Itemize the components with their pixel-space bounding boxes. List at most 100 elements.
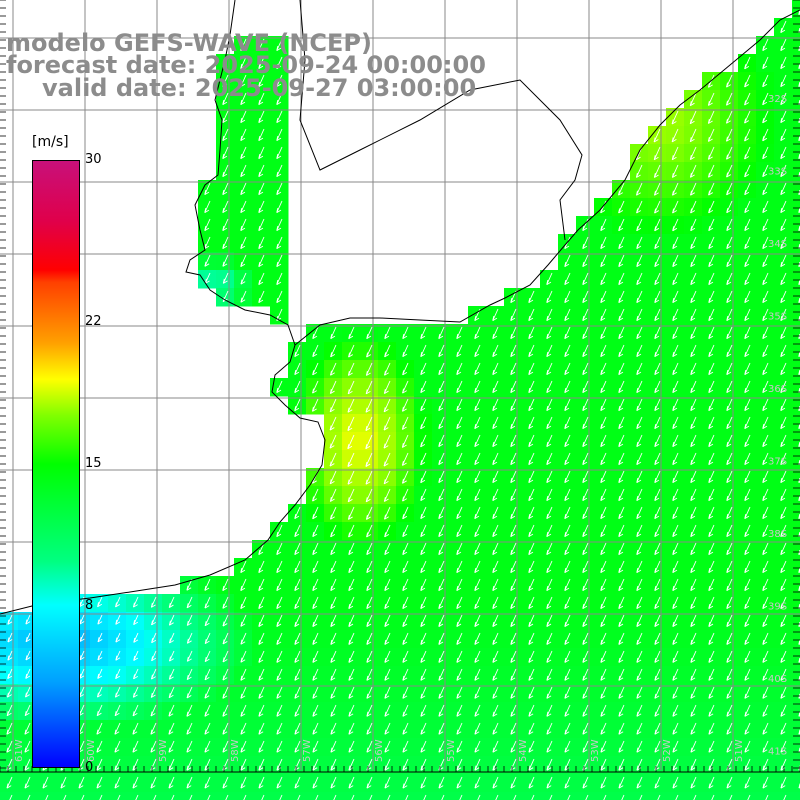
wind-arrow (707, 146, 715, 160)
wind-arrow (726, 218, 733, 232)
wind-arrow (97, 686, 103, 698)
wind-arrow (6, 704, 13, 717)
wind-arrow (474, 362, 481, 376)
wind-arrow (240, 290, 247, 303)
wind-arrow (636, 272, 643, 286)
wind-arrow (402, 668, 409, 681)
wind-arrow (654, 218, 661, 232)
wind-arrow (762, 650, 769, 663)
wind-arrow (384, 542, 391, 556)
wind-arrow (726, 326, 733, 340)
wind-cell (594, 792, 613, 800)
lon-label: 58W (230, 739, 241, 762)
wind-arrow (636, 650, 643, 663)
wind-arrow (726, 164, 733, 178)
wind-arrow (528, 290, 535, 304)
wind-arrow (654, 668, 661, 681)
wind-arrow (294, 632, 301, 645)
wind-arrow (744, 56, 751, 70)
wind-arrow (707, 110, 715, 124)
wind-arrow (204, 200, 211, 214)
wind-arrow (312, 722, 319, 735)
wind-arrow (654, 254, 661, 268)
wind-arrow (186, 686, 193, 699)
wind-arrow (546, 596, 553, 610)
wind-arrow (780, 20, 787, 34)
wind-arrow (582, 344, 589, 358)
wind-arrow (744, 164, 751, 178)
lon-label: 57W (302, 739, 313, 762)
wind-arrow (690, 362, 697, 376)
wind-arrow (744, 632, 751, 645)
wind-arrow (600, 704, 607, 717)
wind-arrow (762, 254, 769, 268)
wind-arrow (564, 686, 571, 699)
wind-arrow (726, 236, 733, 250)
uruguay-brazil-coast (294, 9, 800, 346)
wind-arrow (189, 794, 193, 800)
wind-arrow (384, 344, 391, 358)
wind-arrow (618, 308, 625, 322)
wind-arrow (115, 596, 121, 608)
wind-arrow (618, 704, 625, 717)
wind-arrow (726, 614, 733, 627)
wind-arrow (672, 344, 679, 358)
wind-arrow (726, 128, 733, 142)
wind-arrow (492, 632, 499, 645)
wind-arrow (636, 560, 643, 574)
wind-arrow (348, 596, 355, 610)
wind-arrow (726, 704, 733, 717)
wind-cell (792, 792, 800, 800)
wind-arrow (384, 776, 391, 789)
wind-arrow (618, 596, 625, 610)
wind-arrow (366, 344, 373, 358)
wind-arrow (762, 92, 769, 106)
wind-cell (792, 342, 800, 361)
wind-arrow (438, 380, 445, 394)
wind-arrow (474, 632, 481, 645)
wind-arrow (708, 524, 715, 538)
wind-arrow (546, 524, 553, 538)
wind-arrow (401, 434, 409, 448)
wind-arrow (474, 578, 481, 592)
wind-arrow (456, 632, 463, 645)
wind-arrow (528, 632, 535, 645)
wind-arrow (384, 614, 391, 627)
wind-arrow (186, 758, 193, 771)
wind-cell (792, 630, 800, 649)
wind-arrow (546, 578, 553, 592)
wind-arrow (347, 362, 355, 376)
wind-arrow (492, 668, 499, 681)
wind-arrow (708, 452, 715, 466)
wind-arrow (744, 488, 751, 502)
wind-arrow (690, 470, 697, 484)
wind-arrow (528, 488, 535, 502)
wind-arrow (492, 596, 499, 610)
wind-arrow (726, 578, 733, 592)
wind-arrow (672, 686, 679, 699)
wind-arrow (222, 218, 229, 232)
wind-arrow (492, 380, 499, 394)
wind-cell (792, 288, 800, 307)
wind-arrow (312, 326, 319, 340)
wind-cell (756, 792, 775, 800)
wind-arrow (744, 776, 751, 789)
wind-arrow (780, 560, 787, 574)
wind-arrow (582, 668, 589, 681)
wind-cell (792, 612, 800, 631)
wind-arrow (186, 722, 193, 735)
wind-arrow (297, 794, 301, 800)
wind-arrow (690, 596, 697, 610)
wind-cell (792, 504, 800, 523)
wind-arrow (672, 452, 679, 466)
wind-cell (792, 270, 800, 289)
wind-arrow (258, 560, 265, 574)
wind-arrow (672, 614, 679, 627)
wind-arrow (456, 434, 463, 448)
wind-arrow (603, 794, 607, 800)
wind-arrow (564, 632, 571, 645)
wind-arrow (347, 506, 355, 520)
wind-arrow (654, 524, 661, 538)
wind-arrow (690, 380, 697, 394)
wind-arrow (744, 326, 751, 340)
